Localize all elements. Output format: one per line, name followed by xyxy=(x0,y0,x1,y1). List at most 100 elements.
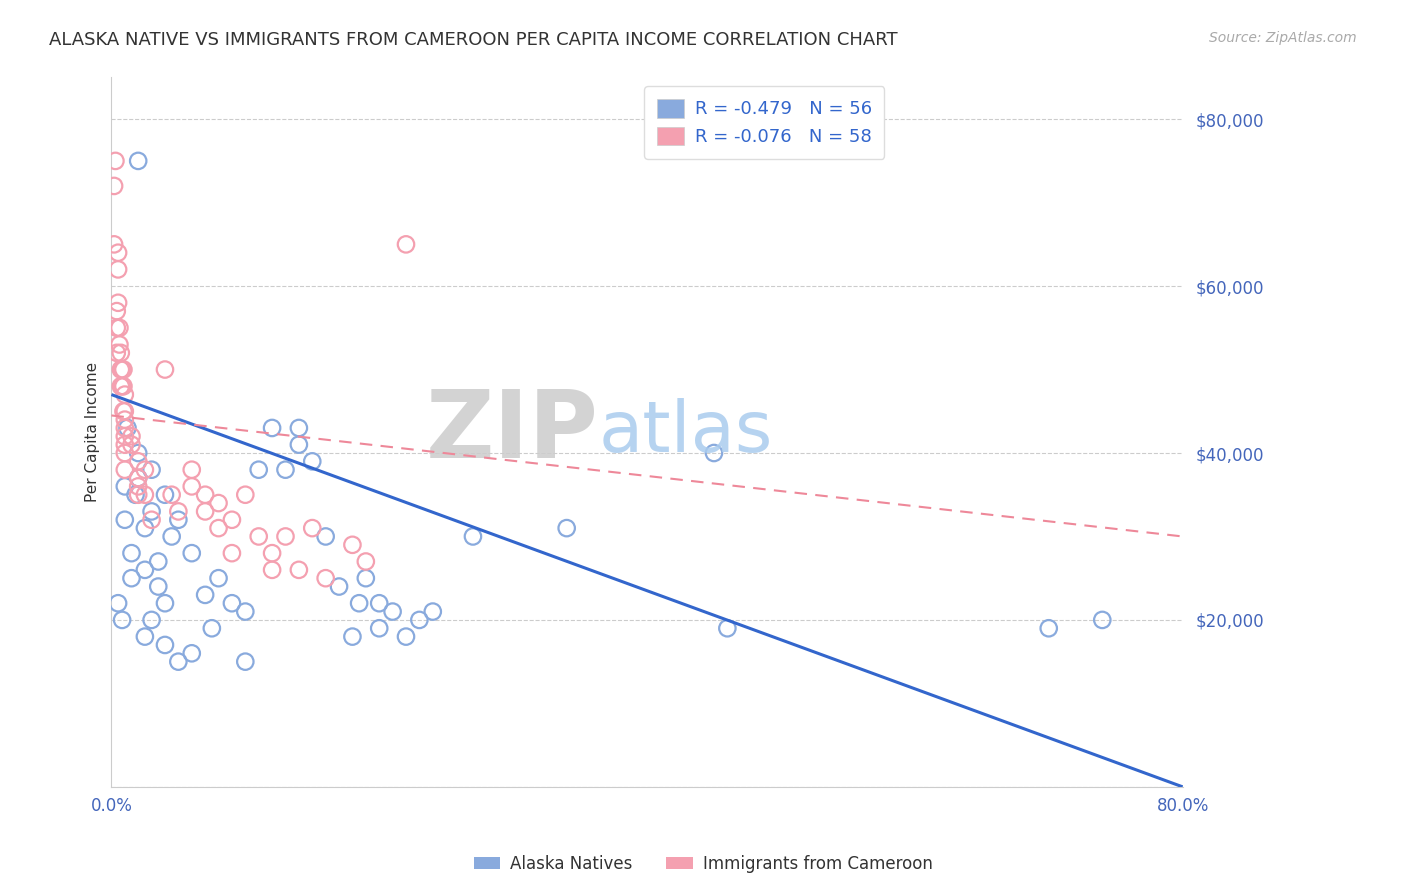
Point xyxy=(121,546,143,560)
Point xyxy=(153,638,176,652)
Point xyxy=(103,178,125,193)
Point xyxy=(167,655,190,669)
Point xyxy=(121,571,143,585)
Point xyxy=(395,237,418,252)
Point xyxy=(233,605,256,619)
Point xyxy=(114,437,136,451)
Point xyxy=(127,479,149,493)
Point xyxy=(153,596,176,610)
Point xyxy=(301,521,323,535)
Point xyxy=(105,321,128,335)
Point xyxy=(315,529,337,543)
Point xyxy=(274,463,297,477)
Point xyxy=(121,437,143,451)
Point xyxy=(167,504,190,518)
Point xyxy=(105,304,128,318)
Point xyxy=(233,655,256,669)
Point xyxy=(368,621,391,635)
Point xyxy=(114,513,136,527)
Point xyxy=(247,529,270,543)
Point xyxy=(148,580,170,594)
Point xyxy=(1091,613,1114,627)
Point xyxy=(368,596,391,610)
Point xyxy=(180,646,202,660)
Point xyxy=(141,513,163,527)
Point xyxy=(201,621,224,635)
Point xyxy=(108,321,131,335)
Point xyxy=(288,563,311,577)
Point xyxy=(104,153,127,168)
Text: Source: ZipAtlas.com: Source: ZipAtlas.com xyxy=(1209,31,1357,45)
Point xyxy=(114,446,136,460)
Point xyxy=(141,463,163,477)
Point xyxy=(127,488,149,502)
Point xyxy=(105,346,128,360)
Text: ZIP: ZIP xyxy=(426,386,599,478)
Point xyxy=(354,571,377,585)
Point xyxy=(160,529,183,543)
Point xyxy=(347,596,370,610)
Point xyxy=(555,521,578,535)
Point xyxy=(114,479,136,493)
Point xyxy=(127,454,149,468)
Point xyxy=(194,504,217,518)
Point xyxy=(127,471,149,485)
Point xyxy=(141,504,163,518)
Point xyxy=(134,630,156,644)
Point xyxy=(112,362,135,376)
Point xyxy=(121,429,143,443)
Point xyxy=(110,346,132,360)
Point xyxy=(395,630,418,644)
Point xyxy=(134,463,156,477)
Point xyxy=(221,513,243,527)
Point xyxy=(315,571,337,585)
Point xyxy=(110,362,132,376)
Point xyxy=(354,554,377,568)
Point xyxy=(127,471,149,485)
Point xyxy=(328,580,350,594)
Point xyxy=(342,630,364,644)
Point xyxy=(160,488,183,502)
Point xyxy=(153,488,176,502)
Point xyxy=(127,446,149,460)
Point xyxy=(107,596,129,610)
Point xyxy=(703,446,725,460)
Text: ALASKA NATIVE VS IMMIGRANTS FROM CAMEROON PER CAPITA INCOME CORRELATION CHART: ALASKA NATIVE VS IMMIGRANTS FROM CAMEROO… xyxy=(49,31,898,49)
Point xyxy=(110,379,132,393)
Point xyxy=(112,404,135,418)
Point xyxy=(148,554,170,568)
Point xyxy=(114,412,136,426)
Point xyxy=(180,479,202,493)
Point xyxy=(107,295,129,310)
Point xyxy=(127,153,149,168)
Point xyxy=(342,538,364,552)
Legend: R = -0.479   N = 56, R = -0.076   N = 58: R = -0.479 N = 56, R = -0.076 N = 58 xyxy=(644,87,884,159)
Point xyxy=(108,337,131,351)
Text: atlas: atlas xyxy=(599,398,773,467)
Point xyxy=(114,463,136,477)
Point xyxy=(153,362,176,376)
Point xyxy=(422,605,444,619)
Point xyxy=(221,596,243,610)
Point xyxy=(124,488,146,502)
Point xyxy=(103,237,125,252)
Point xyxy=(114,404,136,418)
Point xyxy=(262,563,284,577)
Point xyxy=(288,437,311,451)
Point xyxy=(221,546,243,560)
Point xyxy=(107,262,129,277)
Point xyxy=(107,245,129,260)
Point xyxy=(114,387,136,401)
Point xyxy=(117,421,139,435)
Point xyxy=(288,421,311,435)
Point xyxy=(167,513,190,527)
Legend: Alaska Natives, Immigrants from Cameroon: Alaska Natives, Immigrants from Cameroon xyxy=(467,848,939,880)
Point xyxy=(461,529,484,543)
Point xyxy=(180,546,202,560)
Point xyxy=(207,571,229,585)
Point xyxy=(716,621,738,635)
Point xyxy=(207,496,229,510)
Point xyxy=(274,529,297,543)
Point xyxy=(262,421,284,435)
Point xyxy=(180,463,202,477)
